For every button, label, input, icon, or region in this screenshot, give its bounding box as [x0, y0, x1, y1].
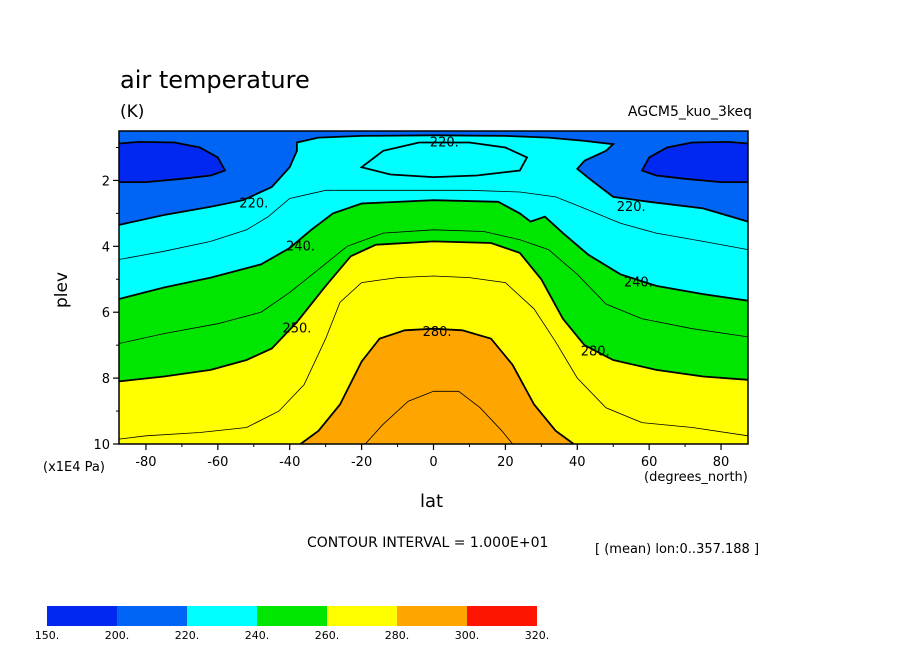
contour-line-240-5: [119, 199, 748, 302]
y-tick-label-0: 2: [102, 174, 110, 189]
colorbar-label-7: 320.: [525, 629, 550, 642]
y-tick-label-4: 10: [93, 438, 110, 453]
x-tick-label-3: -20: [351, 455, 372, 470]
colorbar-swatch-0: [47, 606, 117, 626]
x-axis-units: (degrees_north): [644, 470, 748, 485]
colorbar-label-5: 280.: [385, 629, 410, 642]
chart-title: air temperature: [120, 66, 310, 94]
contour-label-5: 250.: [282, 322, 311, 337]
x-tick-label-6: 40: [569, 455, 586, 470]
colorbar-swatch-6: [467, 606, 537, 626]
axes: -80 -60 -40 -20 0 20 40 60 80 2 4 6 8 10: [93, 146, 730, 470]
contour-line-290-10: [364, 390, 513, 444]
colorbar-label-0: 150.: [35, 629, 60, 642]
x-tick-label-0: -80: [135, 455, 156, 470]
contour-line-250-6: [119, 229, 748, 344]
contour-line-200-1: [640, 140, 748, 183]
colorbar-label-2: 220.: [175, 629, 200, 642]
y-tick-label-2: 6: [102, 306, 110, 321]
x-tick-label-1: -60: [207, 455, 228, 470]
colorbar-label-1: 200.: [105, 629, 130, 642]
chart-units: (K): [120, 102, 145, 122]
y-tick-label-1: 4: [102, 240, 110, 255]
colorbar-swatch-4: [327, 606, 397, 626]
filled-contours: [119, 135, 748, 444]
contour-line-220-3: [119, 134, 748, 226]
x-tick-label-5: 20: [497, 455, 514, 470]
x-tick-label-4: 0: [429, 455, 437, 470]
contour-lines: [119, 134, 748, 444]
colorbar-swatch-2: [187, 606, 257, 626]
x-tick-label-8: 80: [713, 455, 730, 470]
contour-interval-note: CONTOUR INTERVAL = 1.000E+01: [307, 535, 549, 551]
colorbar-swatch-1: [117, 606, 187, 626]
contour-fill-200-1: [642, 141, 748, 183]
x-tick-label-7: 60: [641, 455, 658, 470]
contour-line-200-0: [119, 140, 227, 183]
contour-label-1: 220.: [239, 196, 268, 211]
colorbar: 150. 200. 220. 240. 260. 280. 300. 320.: [35, 606, 550, 642]
contour-label-7: 280.: [581, 345, 610, 360]
colorbar-swatch-5: [397, 606, 467, 626]
contour-label-6: 280.: [423, 325, 452, 340]
colorbar-label-4: 260.: [315, 629, 340, 642]
colorbar-label-6: 300.: [455, 629, 480, 642]
contour-line-200-2: [359, 141, 529, 179]
x-tick-label-2: -40: [279, 455, 300, 470]
contour-line-260-7: [119, 240, 748, 383]
y-tick-label-3: 8: [102, 372, 110, 387]
y-axis-units: (x1E4 Pa): [43, 460, 105, 475]
contour-fill-200-0: [119, 141, 225, 183]
colorbar-label-3: 240.: [245, 629, 270, 642]
contour-labels: 220. 220. 220. 240. 240. 250. 280. 280.: [239, 136, 653, 360]
mean-longitude-note: [ (mean) lon:0..357.188 ]: [595, 542, 760, 557]
contour-line-270-8: [119, 275, 748, 440]
x-axis-label: lat: [420, 491, 444, 512]
colorbar-swatch-3: [257, 606, 327, 626]
contour-label-0: 220.: [430, 136, 459, 151]
contour-label-3: 240.: [286, 239, 315, 254]
contour-label-4: 240.: [624, 276, 653, 291]
model-name: AGCM5_kuo_3keq: [627, 104, 752, 120]
contour-label-2: 220.: [617, 200, 646, 215]
contour-line-280-9: [299, 327, 575, 444]
contour-line-230-4: [119, 189, 748, 260]
